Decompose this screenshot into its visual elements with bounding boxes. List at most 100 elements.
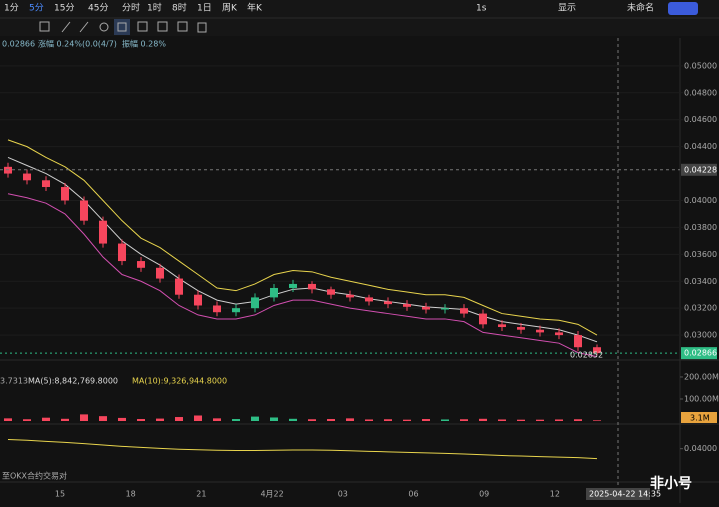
refresh[interactable]: 1s bbox=[476, 4, 487, 14]
volume-bar bbox=[175, 417, 183, 421]
volume-bar bbox=[384, 419, 392, 421]
watermark: 非小号 bbox=[650, 475, 692, 492]
candle-body bbox=[80, 200, 88, 221]
last-price-label: 0.02866 bbox=[684, 349, 717, 358]
volume-last-box bbox=[681, 412, 717, 423]
x-tick-label: 09 bbox=[479, 490, 489, 499]
y-tick-label: 0.03200 bbox=[684, 304, 717, 313]
tool[interactable] bbox=[61, 21, 71, 33]
crosshair-box bbox=[681, 163, 717, 176]
volume-bar bbox=[327, 419, 335, 421]
interval-tab[interactable]: 1日 bbox=[197, 3, 212, 14]
x-tick-label: 18 bbox=[126, 490, 136, 499]
volume-bar bbox=[99, 416, 107, 421]
footer-note: 至OKX合约交易对 bbox=[2, 471, 67, 481]
candle-body bbox=[536, 329, 544, 333]
display-menu[interactable]: 显示 bbox=[558, 3, 576, 14]
crosshair-label: 0.04228 bbox=[684, 165, 717, 174]
volume-value: 3.7313 bbox=[0, 377, 28, 386]
candle-body bbox=[327, 289, 335, 295]
volume-bar bbox=[593, 420, 601, 421]
y-tick-label: 0.04800 bbox=[684, 88, 717, 97]
band-line bbox=[7, 139, 598, 336]
volume-bar bbox=[270, 417, 278, 421]
interval-tab[interactable]: 15分 bbox=[54, 3, 74, 14]
crosshair-time: 2025-04-22 14:35 bbox=[589, 490, 661, 499]
candle-body bbox=[346, 294, 354, 298]
volume-bar bbox=[156, 418, 164, 421]
volume-bar bbox=[42, 417, 50, 421]
interval-tab[interactable]: 年K bbox=[247, 2, 263, 14]
tool-icons bbox=[39, 21, 207, 33]
tool[interactable] bbox=[197, 22, 207, 33]
candle-body bbox=[422, 306, 430, 310]
candle-body bbox=[403, 304, 411, 307]
candle-body bbox=[194, 294, 202, 306]
x-tick-label: 4月22 bbox=[260, 490, 283, 499]
volume-bar bbox=[251, 416, 259, 421]
x-tick-label: 21 bbox=[196, 490, 206, 499]
volume-bar bbox=[498, 419, 506, 421]
y-tick-label: 0.05000 bbox=[684, 61, 717, 70]
tool-selected[interactable] bbox=[114, 19, 130, 35]
candle-body bbox=[42, 180, 50, 188]
candle-body bbox=[460, 308, 468, 314]
candle-body bbox=[232, 308, 240, 313]
candle-body bbox=[137, 261, 145, 268]
candle-body bbox=[574, 335, 582, 348]
interval-tab[interactable]: 45分 bbox=[88, 3, 108, 14]
volume-bar bbox=[23, 419, 31, 421]
y-tick-label: 0.04400 bbox=[684, 142, 717, 151]
candle-body bbox=[289, 283, 297, 288]
candle-body bbox=[61, 187, 69, 201]
tool[interactable] bbox=[39, 21, 50, 32]
time-box bbox=[586, 488, 650, 500]
candle-body bbox=[270, 287, 278, 298]
interval-tab[interactable]: 分时 bbox=[122, 2, 140, 14]
volume-bar bbox=[365, 419, 373, 421]
tool[interactable] bbox=[117, 22, 127, 32]
tool[interactable] bbox=[157, 21, 168, 32]
y-tick-label: 0.04600 bbox=[684, 115, 717, 124]
tool[interactable] bbox=[137, 21, 148, 32]
volume-bar bbox=[346, 418, 354, 421]
candle-body bbox=[99, 220, 107, 244]
candle-body bbox=[365, 297, 373, 302]
tool[interactable] bbox=[177, 21, 188, 32]
tool[interactable] bbox=[79, 21, 89, 33]
interval-tab[interactable]: 8时 bbox=[172, 2, 187, 14]
x-tick-label: 12 bbox=[550, 490, 560, 499]
layout-name[interactable]: 未命名 bbox=[627, 2, 654, 14]
interval-tab[interactable]: 周K bbox=[222, 3, 238, 14]
y-tick-label: 0.03600 bbox=[684, 250, 717, 259]
info-amplitude: 振幅 0.28% bbox=[122, 39, 166, 49]
last-price-box bbox=[681, 347, 717, 360]
indicator-line bbox=[7, 438, 598, 460]
volume-last-label: 3.1M bbox=[690, 414, 710, 423]
volume-bar bbox=[80, 414, 88, 421]
volume-bar bbox=[479, 418, 487, 421]
ai-button[interactable] bbox=[668, 2, 698, 15]
candle-body bbox=[441, 308, 449, 310]
candle-body bbox=[156, 267, 164, 279]
volume-bar bbox=[555, 419, 563, 421]
interval-tab[interactable]: 5分 bbox=[29, 3, 44, 14]
low-label: 0.02852 bbox=[570, 351, 603, 360]
y-tick-label: 0.04000 bbox=[684, 196, 717, 205]
candle-body bbox=[308, 283, 316, 290]
interval-tab[interactable]: 1时 bbox=[147, 2, 162, 14]
y-tick-label: 200.00M bbox=[684, 372, 719, 381]
volume-bar bbox=[137, 419, 145, 421]
candle-body bbox=[251, 297, 259, 309]
y-tick-label: 0.03400 bbox=[684, 277, 717, 286]
tool[interactable] bbox=[99, 22, 109, 32]
y-tick-label: 0.03800 bbox=[684, 223, 717, 232]
volume-bar bbox=[194, 415, 202, 421]
volume-bar bbox=[403, 419, 411, 421]
volume-bar bbox=[4, 418, 12, 421]
interval-tab[interactable]: 1分 bbox=[4, 3, 19, 14]
x-tick-label: 03 bbox=[338, 490, 348, 499]
volume-bar bbox=[289, 418, 297, 421]
